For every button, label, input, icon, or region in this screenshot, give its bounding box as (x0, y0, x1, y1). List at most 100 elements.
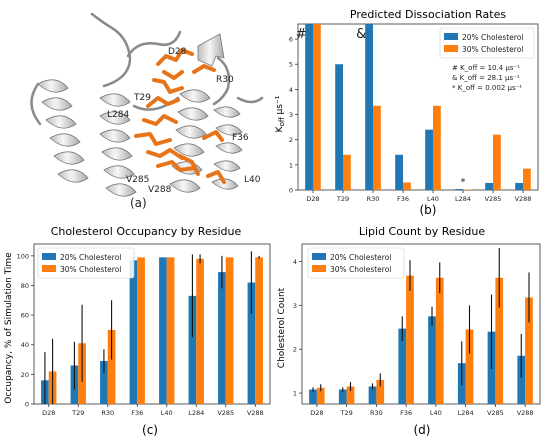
chart-title: Cholesterol Occupancy by Residue (51, 225, 242, 238)
residue-label: R30 (216, 75, 234, 85)
x-tick-label: R30 (367, 195, 380, 203)
x-tick-label: T29 (340, 409, 353, 417)
bar (247, 282, 256, 404)
bar (463, 189, 471, 190)
bar (335, 64, 343, 190)
legend-swatch (312, 253, 326, 260)
residue-label: D28 (168, 47, 187, 57)
bar (493, 134, 501, 190)
x-tick-label: L40 (430, 409, 442, 417)
x-tick-label: L284 (455, 195, 471, 203)
bar (403, 182, 411, 190)
bar (196, 258, 204, 404)
x-tick-label: F36 (397, 195, 409, 203)
bar (137, 257, 145, 404)
y-tick-label: 20 (21, 371, 29, 379)
y-axis-label: Cholesterol Count (277, 287, 287, 368)
x-tick-label: L40 (427, 195, 439, 203)
y-tick-label: 0 (25, 401, 29, 409)
bar (433, 105, 441, 190)
y-tick-label: 40 (21, 341, 29, 349)
x-tick-label: L40 (161, 409, 173, 417)
bar (485, 182, 493, 190)
chart-title: Lipid Count by Residue (359, 225, 486, 238)
legend-box (439, 27, 535, 59)
plot-frame (297, 23, 539, 191)
x-tick-label: L284 (188, 409, 204, 417)
residue-label: L40 (244, 175, 261, 185)
legend-label: 30% Cholesterol (462, 45, 523, 54)
legend-swatch (42, 265, 56, 272)
x-tick-label: D28 (306, 195, 319, 203)
bar (515, 182, 523, 190)
protein-structure-panel: D28 R30 T29 L284 F36 V285 V288 L40 (a) (8, 6, 270, 211)
x-tick-label: D28 (42, 409, 55, 417)
ribbon-helices (37, 33, 243, 197)
annotation-mark: & (356, 27, 366, 42)
legend-box (37, 247, 135, 279)
bar (100, 361, 108, 404)
legend-label: 30% Cholesterol (60, 265, 121, 274)
chart-title: Predicted Dissociation Rates (350, 8, 506, 21)
bar (316, 387, 325, 404)
legend-label: 20% Cholesterol (330, 253, 391, 262)
plot-area: 1 2 3 4 D28 T29 R30 F36 L40 L284 V285 V288 20% Chole… (293, 243, 541, 417)
x-tick-label: F36 (400, 409, 412, 417)
annotation-text: # K_off = 10.4 μs⁻¹ (452, 64, 520, 72)
legend: 20% Cholesterol 30% Cholesterol (439, 27, 535, 59)
bar (313, 24, 321, 190)
bar (495, 277, 504, 404)
legend-swatch (312, 265, 326, 272)
legend: 20% Cholesterol 30% Cholesterol (37, 247, 135, 279)
bar (373, 105, 381, 190)
bar (398, 328, 407, 404)
bar (346, 386, 355, 404)
legend-label: 30% Cholesterol (330, 265, 391, 274)
legend-box (307, 247, 405, 279)
y-tick-label: 1 (293, 390, 297, 398)
chart-sublabel: (c) (142, 423, 158, 437)
bar (455, 188, 463, 190)
bar (435, 277, 444, 404)
ribbon-loops (30, 12, 264, 126)
residue-label: L284 (107, 110, 129, 120)
cholesterol-occupancy-chart: Cholesterol Occupancy by Residue Occupan… (4, 225, 271, 437)
bar (225, 257, 234, 404)
bar (343, 154, 351, 190)
residue-label: V285 (126, 175, 149, 185)
bar (406, 275, 414, 404)
x-tick-label: V285 (487, 409, 504, 417)
bar (368, 386, 377, 404)
legend-label: 20% Cholesterol (462, 33, 523, 42)
x-tick-label: R30 (101, 409, 114, 417)
y-tick-label: 0 (289, 187, 293, 195)
annotation-mark: # (296, 27, 307, 42)
bar (517, 355, 526, 404)
bar (376, 379, 385, 404)
dissociation-rates-chart: Predicted Dissociation Rates Koff μs⁻¹ 0… (275, 8, 539, 216)
x-tick-label: V288 (515, 195, 532, 203)
bar (428, 316, 436, 404)
bar (129, 260, 138, 404)
annotation-text: & K_off = 28.1 μs⁻¹ (452, 74, 520, 82)
y-tick-label: 3 (289, 111, 293, 119)
x-tick-label: V288 (517, 409, 534, 417)
legend-swatch (444, 33, 458, 40)
x-tick-label: D28 (310, 409, 323, 417)
legend-swatch (444, 45, 458, 52)
bar (188, 295, 197, 404)
x-tick-label: V285 (485, 195, 502, 203)
y-tick-label: 60 (21, 312, 29, 320)
bar (395, 154, 403, 190)
bar (465, 329, 474, 404)
y-tick-label: 2 (293, 346, 297, 354)
legend: 20% Cholesterol 30% Cholesterol (307, 247, 405, 279)
y-tick-label: 1 (289, 161, 293, 169)
legend-label: 20% Cholesterol (60, 253, 121, 262)
residue-labels: D28 R30 T29 L284 F36 V285 V288 L40 (107, 47, 261, 195)
bar (305, 24, 313, 190)
y-tick-label: 3 (293, 302, 297, 310)
x-tick-label: L284 (458, 409, 474, 417)
plot-area: 0 1 2 3 4 5 6 D28 T29 R30 F36 L40 L284 V285 V288 20% Ch… (289, 23, 539, 203)
y-tick-label: 100 (17, 252, 29, 260)
